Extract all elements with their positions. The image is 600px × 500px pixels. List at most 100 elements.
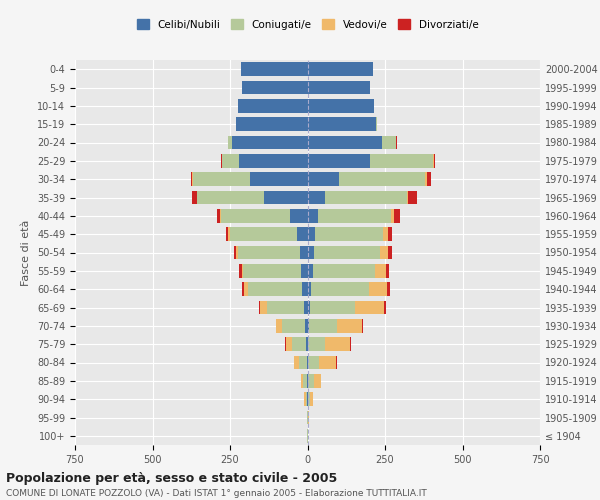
Bar [217, 209, 220, 222]
Bar [303, 374, 307, 388]
Bar [193, 172, 250, 186]
Bar [236, 246, 238, 260]
Bar [315, 228, 383, 241]
Bar [337, 319, 362, 332]
Bar [394, 209, 400, 222]
Y-axis label: Fasce di età: Fasce di età [22, 220, 31, 286]
Bar [306, 338, 308, 351]
Bar [296, 228, 308, 241]
Bar [325, 190, 407, 204]
Bar [308, 190, 325, 204]
Bar [238, 99, 308, 112]
Bar [387, 282, 389, 296]
Bar [282, 319, 305, 332]
Bar [286, 338, 292, 351]
Bar [311, 282, 368, 296]
Bar [391, 209, 394, 222]
Bar [314, 246, 380, 260]
Bar [301, 374, 303, 388]
Bar [239, 154, 308, 168]
Bar [264, 190, 308, 204]
Bar [302, 282, 308, 296]
Bar [338, 172, 425, 186]
Bar [239, 264, 242, 278]
Bar [319, 209, 391, 222]
Bar [308, 99, 374, 112]
Bar [220, 209, 221, 222]
Bar [221, 209, 290, 222]
Bar [308, 300, 310, 314]
Bar [383, 228, 388, 241]
Bar [388, 246, 392, 260]
Bar [308, 338, 325, 351]
Bar [244, 264, 301, 278]
Bar [236, 118, 308, 131]
Bar [221, 154, 222, 168]
Bar [313, 264, 375, 278]
Bar [248, 282, 302, 296]
Bar [307, 356, 308, 370]
Bar [375, 264, 386, 278]
Text: COMUNE DI LONATE POZZOLO (VA) - Dati ISTAT 1° gennaio 2005 - Elaborazione TUTTIT: COMUNE DI LONATE POZZOLO (VA) - Dati IST… [6, 488, 427, 498]
Bar [308, 228, 315, 241]
Bar [376, 118, 377, 131]
Bar [305, 392, 307, 406]
Bar [308, 264, 313, 278]
Bar [242, 282, 244, 296]
Bar [350, 338, 351, 351]
Bar [242, 80, 308, 94]
Bar [290, 209, 308, 222]
Bar [307, 410, 308, 424]
Bar [310, 392, 313, 406]
Bar [434, 154, 435, 168]
Bar [308, 209, 319, 222]
Bar [408, 190, 417, 204]
Text: Popolazione per età, sesso e stato civile - 2005: Popolazione per età, sesso e stato civil… [6, 472, 337, 485]
Bar [309, 319, 337, 332]
Bar [308, 154, 370, 168]
Bar [294, 356, 299, 370]
Bar [433, 154, 434, 168]
Bar [192, 172, 193, 186]
Bar [319, 356, 336, 370]
Bar [250, 172, 308, 186]
Bar [304, 392, 305, 406]
Bar [370, 154, 433, 168]
Bar [386, 264, 389, 278]
Bar [380, 246, 388, 260]
Bar [388, 228, 392, 241]
Bar [232, 136, 308, 149]
Bar [407, 190, 408, 204]
Bar [292, 338, 306, 351]
Legend: Celibi/Nubili, Coniugati/e, Vedovi/e, Divorziati/e: Celibi/Nubili, Coniugati/e, Vedovi/e, Di… [133, 15, 482, 34]
Bar [229, 228, 230, 241]
Bar [308, 172, 338, 186]
Bar [299, 356, 307, 370]
Bar [368, 282, 387, 296]
Bar [382, 136, 396, 149]
Bar [385, 300, 386, 314]
Bar [308, 392, 310, 406]
Bar [308, 374, 314, 388]
Bar [244, 282, 248, 296]
Bar [301, 264, 308, 278]
Bar [266, 300, 304, 314]
Bar [259, 300, 260, 314]
Bar [191, 172, 192, 186]
Bar [308, 80, 370, 94]
Bar [362, 319, 364, 332]
Bar [238, 246, 300, 260]
Bar [300, 246, 308, 260]
Bar [308, 246, 314, 260]
Bar [229, 136, 232, 149]
Bar [197, 190, 264, 204]
Bar [308, 319, 309, 332]
Bar [242, 264, 244, 278]
Bar [308, 62, 373, 76]
Bar [260, 300, 266, 314]
Bar [325, 338, 350, 351]
Bar [226, 228, 229, 241]
Bar [304, 300, 308, 314]
Bar [396, 136, 397, 149]
Bar [425, 172, 427, 186]
